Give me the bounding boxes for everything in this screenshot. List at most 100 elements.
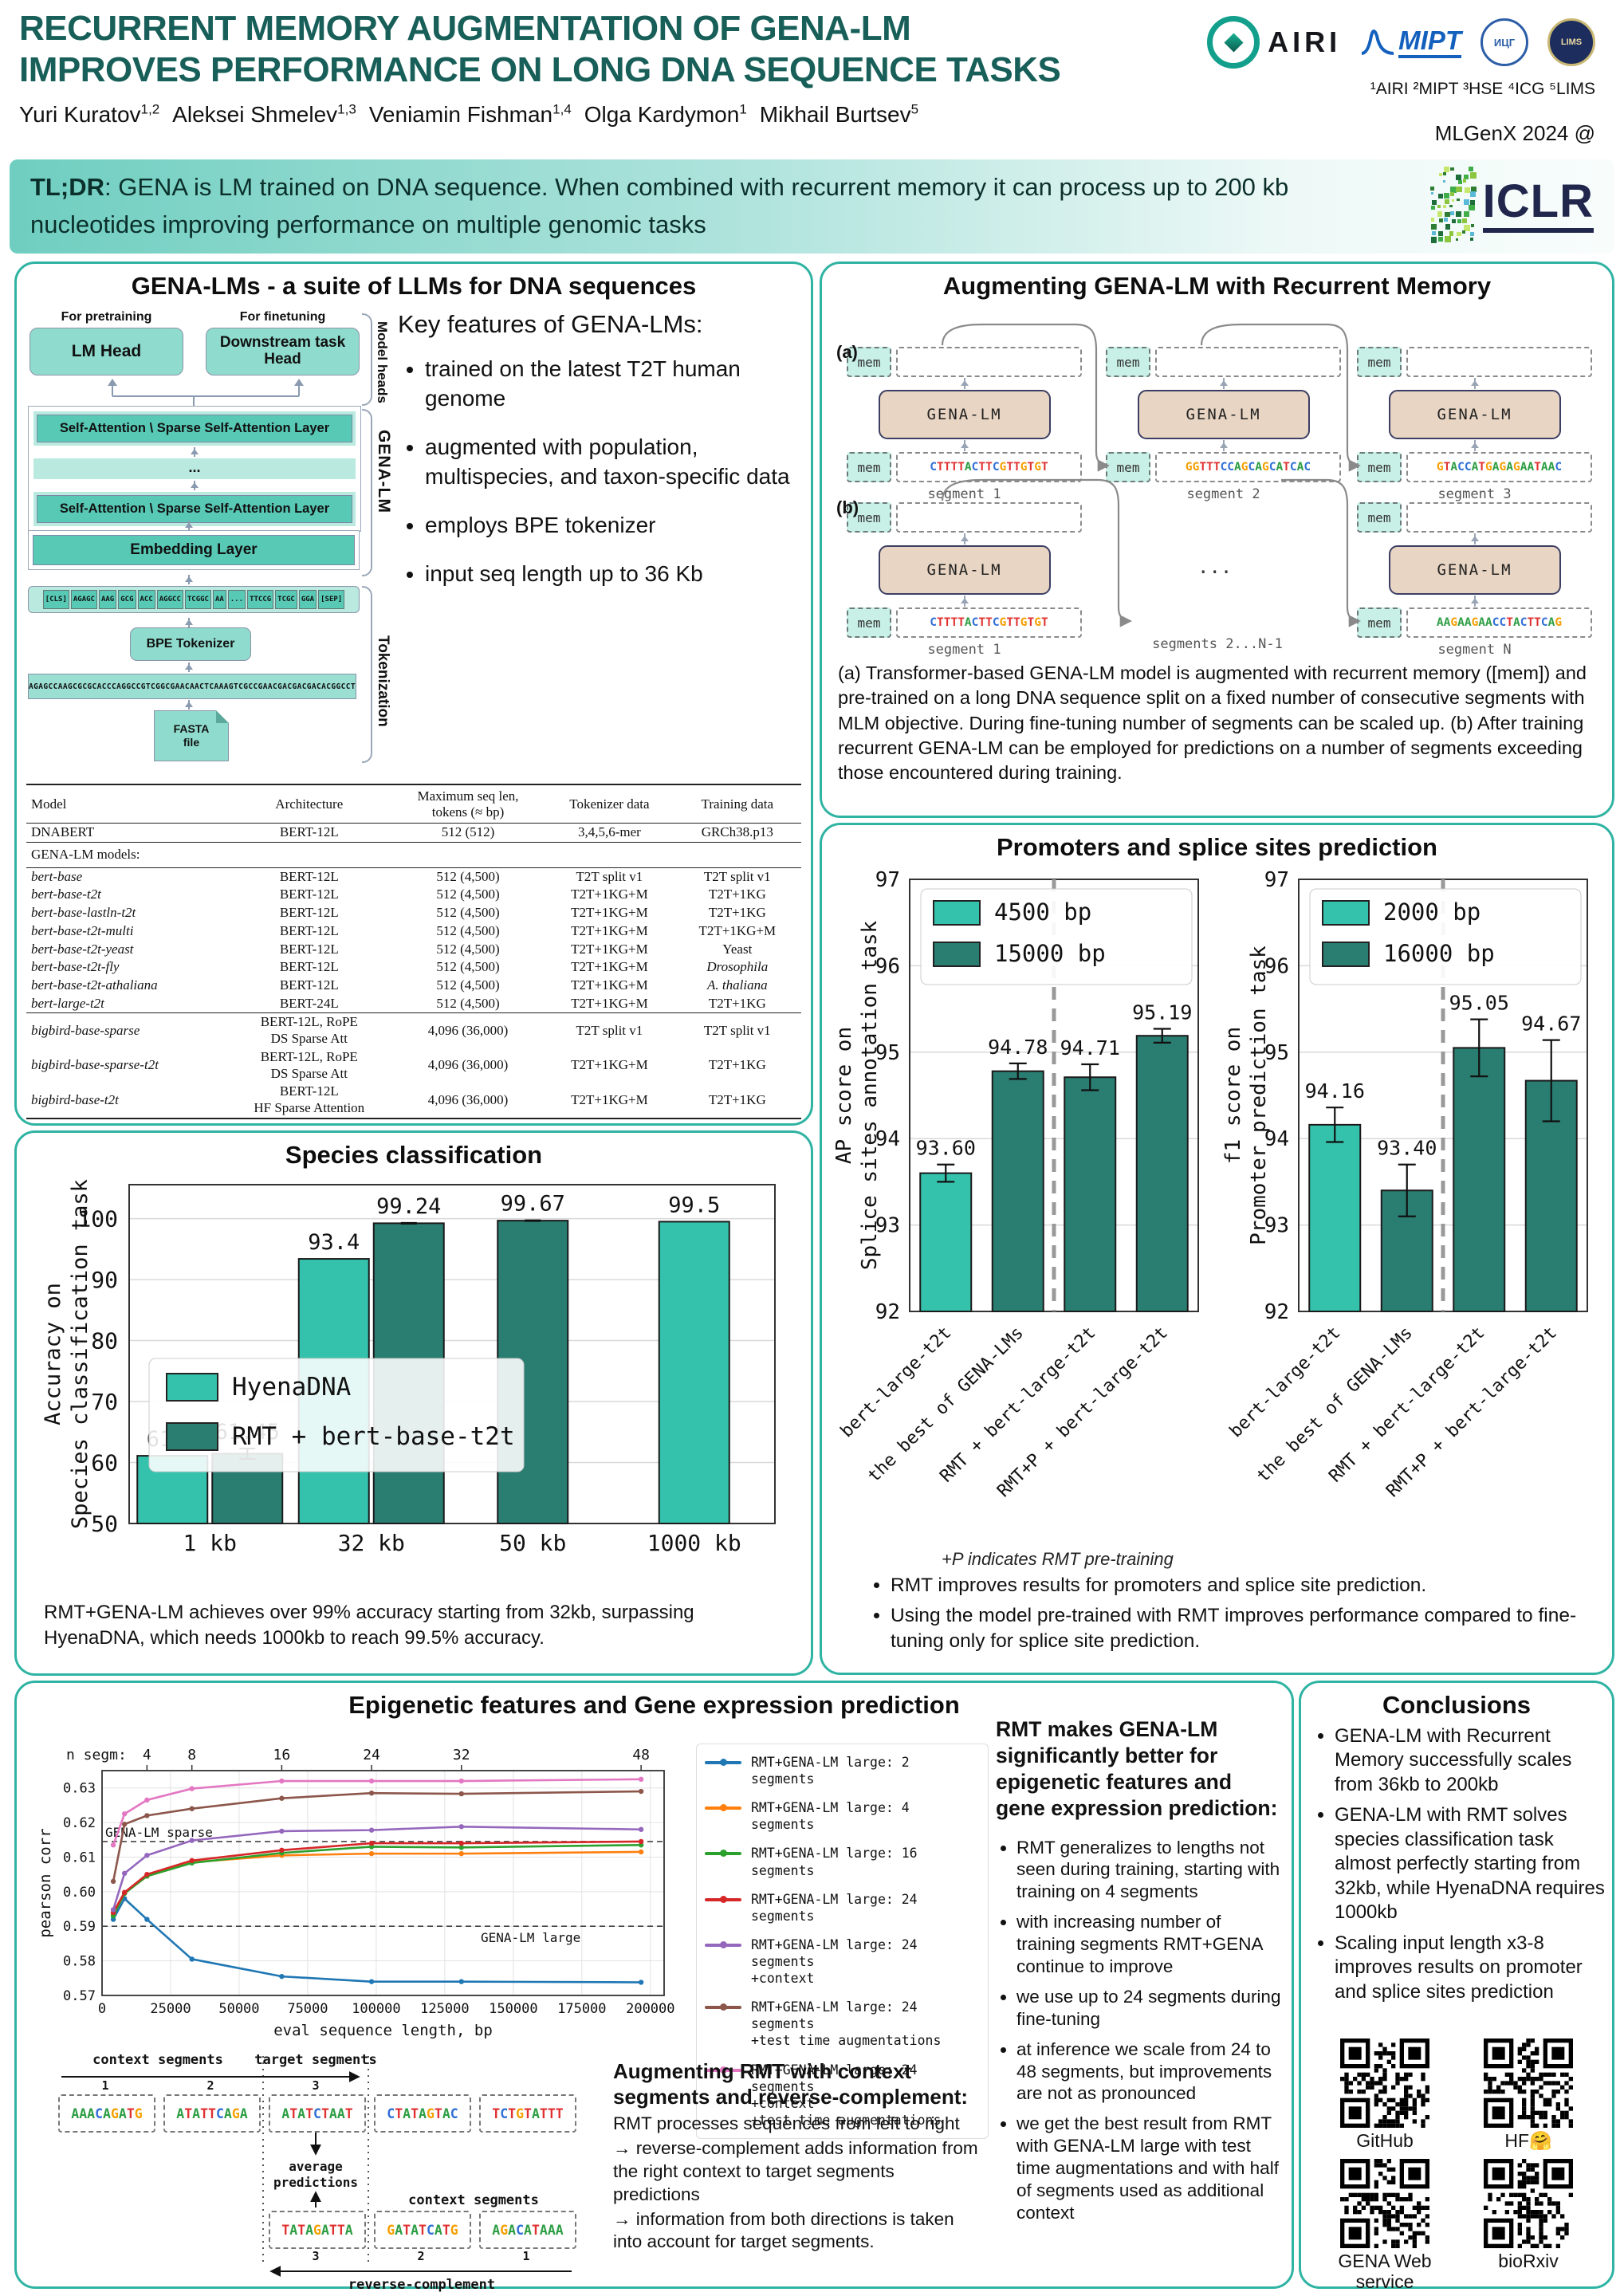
qr-label: bioRxiv <box>1498 2251 1559 2272</box>
diagram-label-a: (a) <box>836 342 858 362</box>
qr-code-icon <box>1340 2038 1429 2128</box>
dna-base-A: A <box>419 2105 427 2121</box>
svg-text:2: 2 <box>206 2078 214 2093</box>
svg-text:95.05: 95.05 <box>1449 992 1509 1015</box>
mem-token-box: mem <box>1106 347 1150 377</box>
rmt-output-bar: mem <box>847 502 1082 533</box>
pretraining-label: For pretraining <box>61 310 152 324</box>
arrow-up-icon <box>1219 440 1228 451</box>
svg-text:99.67: 99.67 <box>501 1192 565 1217</box>
qr-grid: GitHub HF🤗 GENA Web service bioRxiv <box>1322 2038 1591 2292</box>
svg-text:3: 3 <box>312 2249 319 2263</box>
table-row: bert-base-lastln-t2t BERT-12L 512 (4,500) T… <box>31 905 766 921</box>
poster-title-line2: IMPROVES PERFORMANCE ON LONG DNA SEQUENC… <box>19 49 1061 89</box>
svg-text:pearson corr: pearson corr <box>37 1828 54 1937</box>
dna-base-T: T <box>320 2105 329 2121</box>
augment-heading: Augmenting RMT with context segments and… <box>613 2059 969 2109</box>
dna-base-G: G <box>1555 616 1563 629</box>
dna-base-A: A <box>344 2222 353 2238</box>
qr-label: HF🤗 <box>1504 2130 1552 2151</box>
svg-text:0.57: 0.57 <box>63 1988 96 2004</box>
arrow-up-icon <box>185 618 193 627</box>
bracket-tokenization <box>362 586 372 763</box>
dna-base-G: G <box>999 461 1007 474</box>
finetuning-label: For finetuning <box>239 310 326 324</box>
dna-base-A: A <box>1506 461 1513 474</box>
tldr-label: TL;DR <box>30 173 104 201</box>
dna-base-C: C <box>1289 461 1297 474</box>
gena-lm-box: GENA-LM <box>878 545 1051 595</box>
epigenetic-side-heading: RMT makes GENA-LM significantly better f… <box>996 1717 1278 1821</box>
dna-base-A: A <box>87 2105 96 2121</box>
key-features: Key features of GENA-LMs: trained on the… <box>398 310 801 608</box>
legend-item: RMT+GENA-LM large: 24 segments +test tim… <box>705 1999 980 2049</box>
dna-base-G: G <box>1512 461 1520 474</box>
svg-text:93: 93 <box>875 1214 900 1238</box>
panel-gena-title: GENA-LMs - a suite of LLMs for DNA seque… <box>131 272 697 300</box>
author-name: Yuri Kuratov1,2 <box>19 102 160 128</box>
dna-base-A: A <box>320 2222 329 2238</box>
table-row: DNABERT BERT-12L 512 (512) 3,4,5,6-mer GRCh3… <box>26 824 801 843</box>
dna-base-T: T <box>555 2105 564 2121</box>
dna-base-T: T <box>297 2222 306 2238</box>
mipt-wordmark: MIPT <box>1398 27 1461 58</box>
arrow-up-icon <box>1470 378 1479 389</box>
dna-base-A: A <box>192 2105 201 2121</box>
dna-base-A: A <box>434 2222 442 2238</box>
dna-base-T: T <box>289 2105 298 2121</box>
dna-base-A: A <box>1457 616 1465 629</box>
segment-label: segment 3 <box>1437 486 1512 502</box>
svg-text:100000: 100000 <box>352 2001 400 2017</box>
dna-base-A: A <box>1547 616 1555 629</box>
svg-text:94.16: 94.16 <box>1305 1079 1365 1103</box>
dna-base-C: C <box>1555 461 1563 474</box>
dna-base-T: T <box>1213 461 1221 474</box>
legend-swatch <box>705 2066 741 2074</box>
token-cell: GCG <box>118 590 136 609</box>
raw-sequence-strip: AGAGCCAAGCGCGCACCCAGGCCGTCGGCGAACAACTCAA… <box>28 674 356 699</box>
airi-diamond-icon <box>1224 32 1244 53</box>
token-cell: AA <box>212 590 226 609</box>
legend-swatch <box>705 1940 741 1948</box>
dna-base-T: T <box>1013 616 1020 629</box>
mem-token-box: mem <box>847 347 891 377</box>
panel-gena-lms: GENA-LMs - a suite of LLMs for DNA seque… <box>14 261 813 1126</box>
token-cell: AGGCC <box>156 590 183 609</box>
svg-text:32 kb: 32 kb <box>338 1530 405 1556</box>
svg-text:1 kb: 1 kb <box>183 1530 237 1556</box>
qr-item: bioRxiv <box>1465 2159 1591 2292</box>
augment-line: RMT processes sequences from left to rig… <box>613 2113 960 2134</box>
dna-base-A: A <box>1443 616 1451 629</box>
panel-conclusions-title: Conclusions <box>1382 1691 1531 1719</box>
dna-base-G: G <box>450 2222 458 2238</box>
dna-base-A: A <box>1471 461 1479 474</box>
context-segments-diagram: context segments target segments 1 2 3 averag… <box>39 2051 597 2294</box>
arrow-up-icon <box>960 378 969 389</box>
conclusions-bullets: GENA-LM with Recurrent Memory successful… <box>1311 1724 1606 2011</box>
rmt-input-bar: mem A A G A A G A A C C T A C T T C A G <box>1357 607 1592 638</box>
dna-base-G: G <box>999 616 1007 629</box>
epigenetic-bullet-item: RMT generalizes to lengths not seen duri… <box>1016 1837 1281 1904</box>
dna-base-A: A <box>1234 461 1241 474</box>
dna-base-C: C <box>426 2222 435 2238</box>
dna-base-C: C <box>1464 461 1472 474</box>
dna-base-T: T <box>985 461 993 474</box>
dna-base-A: A <box>176 2105 185 2121</box>
svg-text:95: 95 <box>1264 1041 1289 1065</box>
dna-base-C: C <box>1499 616 1507 629</box>
svg-text:GENA-LM large: GENA-LM large <box>481 1930 580 1945</box>
venue-label: MLGenX 2024 @ <box>1434 121 1595 145</box>
dna-base-A: A <box>1436 616 1444 629</box>
dna-base-T: T <box>411 2105 419 2121</box>
svg-text:24: 24 <box>363 1747 380 1763</box>
fasta-line2: file <box>183 736 200 749</box>
dna-base-G: G <box>1034 616 1041 629</box>
table-row: bigbird-base-sparse-t2t BERT-12L, RoPE DS … <box>31 1048 766 1081</box>
dna-base-C: C <box>1248 461 1256 474</box>
promoters-bullets: RMT improves results for promoters and s… <box>868 1573 1593 1659</box>
gena-lm-box: GENA-LM <box>1137 390 1310 439</box>
dna-base-T: T <box>1199 461 1207 474</box>
dna-base-C: C <box>516 2222 525 2238</box>
